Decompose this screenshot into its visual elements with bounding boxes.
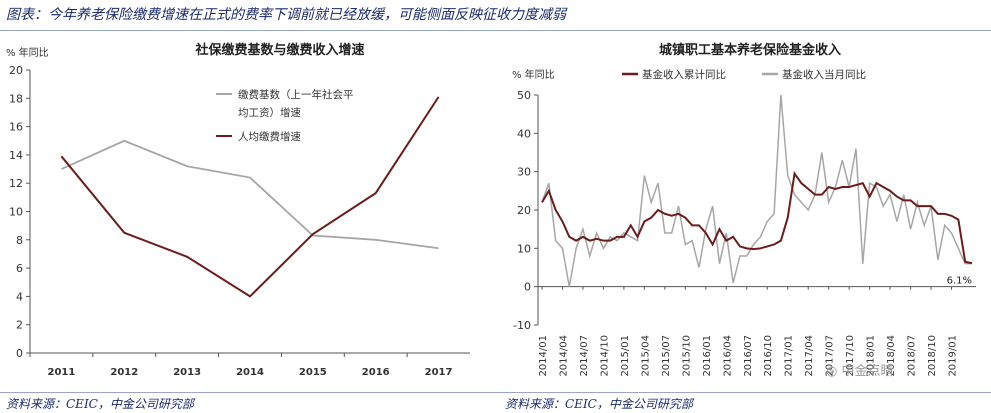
watermark-text: 中金点睛 xyxy=(841,364,894,379)
x-tick-label: 2018/01 xyxy=(866,335,877,377)
watermark: ◎ 中金点睛 xyxy=(826,360,894,379)
x-tick-label: 2017/01 xyxy=(784,335,795,377)
x-tick-label: 2018/04 xyxy=(886,335,897,377)
x-tick-label: 2017/04 xyxy=(804,335,815,377)
y-tick-label: 4 xyxy=(16,290,23,303)
x-tick-label: 2015/07 xyxy=(661,335,672,377)
x-tick-label: 2016/07 xyxy=(743,335,754,377)
y-tick-label: 10 xyxy=(517,242,531,255)
x-tick-label: 2015/10 xyxy=(681,335,692,377)
y-tick-label: -10 xyxy=(513,319,531,332)
source-note-left: 资料来源：CEIC，中金公司研究部 xyxy=(6,397,194,411)
chart-title: 社保缴费基数与缴费收入增速 xyxy=(194,42,364,58)
x-tick-label: 2013 xyxy=(173,367,201,378)
series-line-1 xyxy=(61,139,439,250)
wechat-icon: ◎ xyxy=(826,364,838,379)
x-tick-label: 2018/10 xyxy=(927,335,938,377)
y-tick-label: 40 xyxy=(517,127,531,140)
x-tick-label: 2017/07 xyxy=(825,335,836,377)
series-line-1 xyxy=(541,171,973,265)
y-tick-label: 14 xyxy=(9,149,23,162)
x-tick-label: 2016/01 xyxy=(702,335,713,377)
x-tick-label: 2014/07 xyxy=(579,335,590,377)
x-tick-label: 2018/07 xyxy=(907,335,918,377)
y-tick-label: 50 xyxy=(517,89,531,102)
y-tick-label: 16 xyxy=(9,121,23,134)
y-tick-label: 20 xyxy=(9,64,23,77)
y-tick-label: 12 xyxy=(9,177,23,190)
y-axis-unit-label: % 年同比 xyxy=(6,46,49,59)
series-line-2 xyxy=(60,96,440,298)
x-tick-label: 2014 xyxy=(236,367,264,378)
x-tick-label: 2014/10 xyxy=(599,335,610,377)
legend-label: 基金收入累计同比 xyxy=(642,68,726,81)
footer-divider xyxy=(0,392,991,393)
x-tick-label: 2014/04 xyxy=(558,335,569,377)
x-tick-label: 2011 xyxy=(48,367,76,378)
x-tick-label: 2016/04 xyxy=(722,335,733,377)
x-tick-label: 2015 xyxy=(299,367,327,378)
chart-title: 城镇职工基本养老保险基金收入 xyxy=(659,42,841,58)
y-tick-label: 2 xyxy=(16,319,23,332)
legend-label: 缴费基数（上一年社会平 xyxy=(238,88,354,101)
x-tick-label: 2015/01 xyxy=(620,335,631,377)
x-tick-label: 2014/01 xyxy=(538,335,549,377)
x-tick-label: 2015/04 xyxy=(640,335,651,377)
left-chart: 社保缴费基数与缴费收入增速 % 年同比 0 2 4 6 8 10 12 14 16 18 20 2011 2… xyxy=(6,42,470,378)
y-tick-label: 6 xyxy=(16,262,23,275)
x-tick-label: 2016/10 xyxy=(763,335,774,377)
page-title: 图表：今年养老保险缴费增速在正式的费率下调前就已经放缓，可能侧面反映征收力度减弱 xyxy=(6,7,566,23)
title-divider xyxy=(0,30,991,31)
x-tick-label: 2012 xyxy=(110,367,138,378)
y-tick-label: 10 xyxy=(9,206,23,219)
x-tick-label: 2017/10 xyxy=(845,335,856,377)
y-tick-label: 20 xyxy=(517,204,531,217)
x-tick-label: 2016 xyxy=(362,367,390,378)
right-chart: 城镇职工基本养老保险基金收入 % 年同比 基金收入累计同比 基金收入当月同比 -10 0 1… xyxy=(512,42,976,377)
series-line-2 xyxy=(541,94,972,287)
legend-label: 均工资）增速 xyxy=(238,106,301,119)
x-tick-label: 2019/01 xyxy=(948,335,959,377)
legend-label: 基金收入当月同比 xyxy=(782,68,866,81)
annotation-label: 6.1% xyxy=(947,275,972,286)
x-tick-label: 2017 xyxy=(425,367,453,378)
y-tick-label: 18 xyxy=(9,92,23,105)
y-tick-label: 8 xyxy=(16,234,23,247)
y-tick-label: 0 xyxy=(524,281,531,294)
legend-label: 人均缴费增速 xyxy=(238,130,301,143)
y-tick-label: 0 xyxy=(16,347,23,360)
y-axis-unit-label: % 年同比 xyxy=(512,68,555,81)
y-tick-label: 30 xyxy=(517,166,531,179)
source-note-right: 资料来源：CEIC，中金公司研究部 xyxy=(505,397,693,411)
